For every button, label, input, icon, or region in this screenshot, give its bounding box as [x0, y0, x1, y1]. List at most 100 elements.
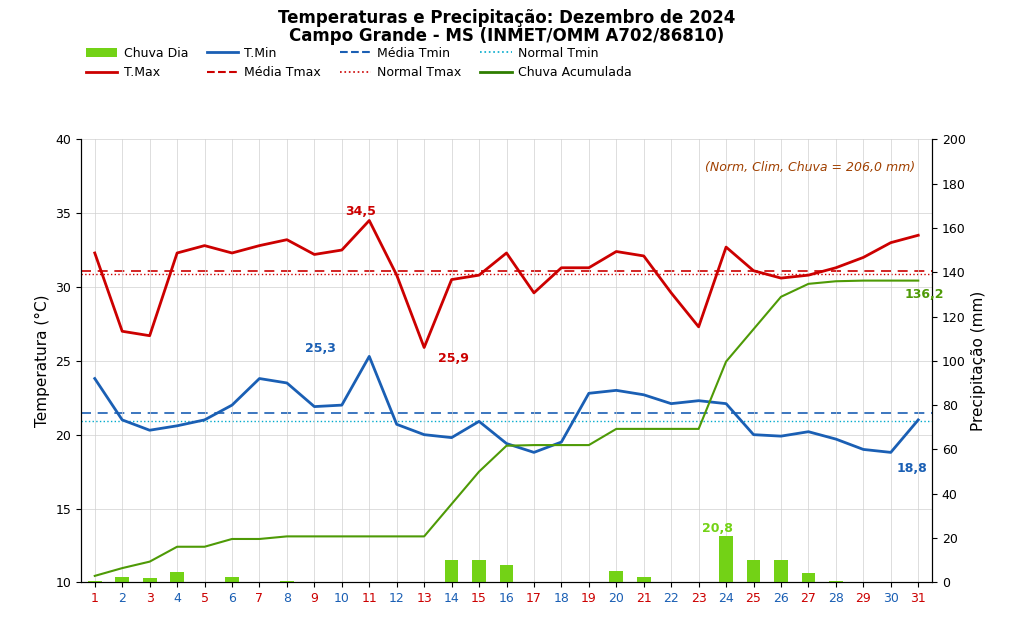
T.Min: [391, 420, 403, 428]
T.Max: [912, 232, 924, 239]
Chuva Acumulada: [446, 500, 458, 508]
Chuva Acumulada: [364, 532, 376, 540]
Line: T.Max: T.Max: [95, 220, 918, 348]
Chuva Acumulada: [171, 543, 183, 551]
Chuva Acumulada: [226, 535, 238, 542]
Bar: [801, 573, 815, 582]
T.Min: [693, 397, 705, 404]
T.Min: [555, 438, 567, 446]
Chuva Acumulada: [528, 441, 540, 449]
Chuva Acumulada: [666, 425, 678, 433]
Legend: Chuva Dia, T.Max, T.Min, Média Tmax, Média Tmin, Normal Tmax, Normal Tmin, Chuva: Chuva Dia, T.Max, T.Min, Média Tmax, Méd…: [81, 42, 636, 84]
Chuva Acumulada: [335, 532, 347, 540]
Text: 20,8: 20,8: [702, 522, 733, 535]
T.Max: [720, 243, 732, 251]
Bar: [445, 560, 459, 582]
Text: Temperaturas e Precipitação: Dezembro de 2024: Temperaturas e Precipitação: Dezembro de…: [278, 9, 735, 27]
Line: T.Min: T.Min: [95, 356, 918, 453]
T.Max: [830, 264, 842, 272]
T.Max: [89, 249, 101, 257]
Chuva Acumulada: [253, 535, 265, 542]
T.Min: [637, 391, 649, 399]
T.Max: [775, 274, 787, 282]
Chuva Acumulada: [281, 532, 293, 540]
T.Max: [748, 267, 760, 275]
T.Max: [418, 344, 431, 351]
T.Max: [528, 289, 540, 297]
T.Max: [666, 289, 678, 297]
Bar: [88, 580, 101, 582]
Chuva Acumulada: [775, 293, 787, 301]
Chuva Acumulada: [582, 441, 595, 449]
Chuva Acumulada: [555, 441, 567, 449]
T.Max: [335, 246, 347, 254]
Chuva Acumulada: [802, 280, 814, 287]
T.Min: [912, 416, 924, 423]
T.Min: [199, 416, 211, 423]
Bar: [170, 572, 184, 582]
Bar: [774, 560, 788, 582]
Bar: [610, 572, 623, 582]
Chuva Acumulada: [884, 277, 897, 284]
Chuva Acumulada: [89, 572, 101, 580]
T.Min: [775, 432, 787, 440]
Bar: [747, 560, 761, 582]
Chuva Acumulada: [116, 564, 129, 572]
T.Max: [391, 272, 403, 279]
Bar: [115, 577, 129, 582]
T.Min: [666, 400, 678, 408]
Chuva Acumulada: [610, 425, 622, 433]
T.Min: [802, 428, 814, 436]
Text: 25,9: 25,9: [438, 353, 469, 365]
Bar: [280, 580, 294, 582]
Bar: [499, 565, 514, 582]
Text: 25,3: 25,3: [306, 342, 336, 355]
Text: (Norm, Clim, Chuva = 206,0 mm): (Norm, Clim, Chuva = 206,0 mm): [705, 161, 915, 175]
Chuva Acumulada: [473, 468, 485, 475]
T.Min: [582, 389, 595, 397]
T.Max: [144, 332, 156, 339]
T.Max: [473, 272, 485, 279]
Line: Chuva Acumulada: Chuva Acumulada: [95, 280, 918, 576]
T.Min: [857, 446, 869, 453]
T.Min: [171, 422, 183, 430]
T.Max: [253, 242, 265, 249]
Text: 18,8: 18,8: [897, 461, 927, 475]
T.Max: [610, 248, 622, 255]
T.Min: [116, 416, 129, 423]
T.Min: [308, 403, 320, 410]
Chuva Acumulada: [500, 442, 513, 449]
T.Min: [610, 387, 622, 394]
Chuva Acumulada: [308, 532, 320, 540]
T.Min: [335, 401, 347, 409]
Bar: [143, 578, 157, 582]
T.Max: [637, 252, 649, 260]
Chuva Acumulada: [144, 558, 156, 565]
T.Min: [281, 379, 293, 387]
Chuva Acumulada: [748, 325, 760, 333]
Y-axis label: Precipitação (mm): Precipitação (mm): [971, 291, 986, 431]
T.Min: [884, 449, 897, 456]
T.Max: [446, 276, 458, 284]
Bar: [225, 577, 239, 582]
T.Min: [89, 375, 101, 382]
Bar: [829, 580, 843, 582]
T.Min: [473, 418, 485, 425]
T.Max: [171, 249, 183, 257]
T.Min: [720, 400, 732, 408]
T.Min: [226, 401, 238, 409]
Chuva Acumulada: [199, 543, 211, 551]
T.Min: [446, 434, 458, 441]
T.Max: [199, 242, 211, 249]
T.Min: [748, 431, 760, 439]
T.Min: [364, 353, 376, 360]
Chuva Acumulada: [418, 532, 431, 540]
Chuva Acumulada: [857, 277, 869, 284]
T.Min: [418, 431, 431, 439]
Y-axis label: Temperatura (°C): Temperatura (°C): [34, 294, 50, 427]
T.Max: [802, 272, 814, 279]
T.Max: [226, 249, 238, 257]
Chuva Acumulada: [391, 532, 403, 540]
Text: 34,5: 34,5: [345, 204, 377, 218]
T.Min: [528, 449, 540, 456]
